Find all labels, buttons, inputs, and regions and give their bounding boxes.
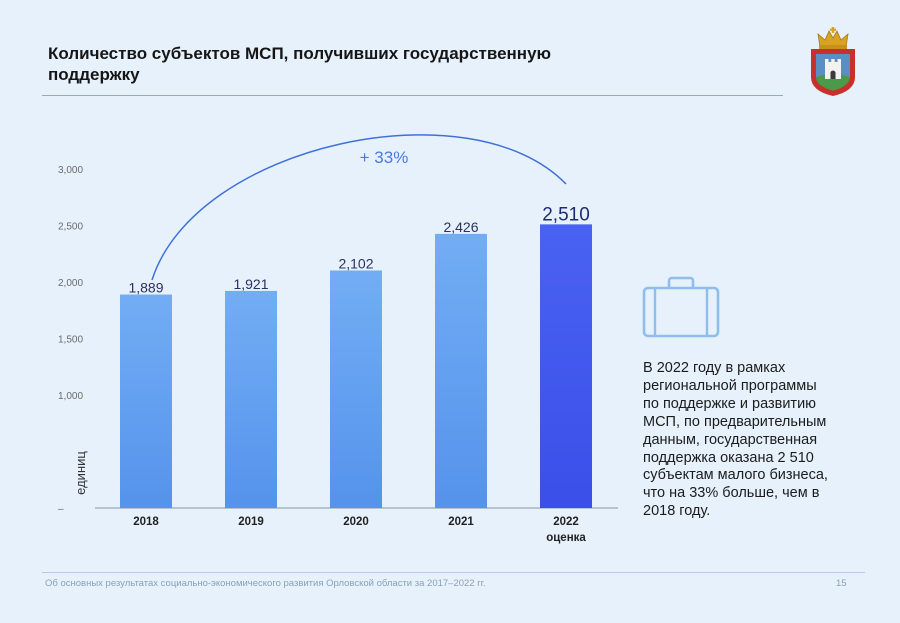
y-tick-label: – [58,504,64,515]
briefcase-icon [642,276,720,338]
page-title-line-2: поддержку [48,65,140,84]
data-label-2022: 2,510 [542,204,590,225]
info-paragraph: В 2022 году в рамках региональной програ… [643,360,828,521]
title-divider [42,95,783,96]
bar-2018 [120,294,172,508]
data-label-2019: 1,921 [233,276,268,292]
bar-2019 [225,290,277,508]
x-tick-label: 2021 [448,516,474,528]
footer-divider [42,572,865,573]
data-label-2021: 2,426 [443,219,478,235]
emblem-fortress [825,59,841,79]
footer-caption: Об основных результатах социально-эконом… [45,578,486,589]
page-title-line-1: Количество субъектов МСП, получивших гос… [48,44,552,63]
info-line: В 2022 году в рамках [643,360,786,376]
y-tick-label: 1,000 [58,391,83,402]
bar-2022 [540,224,592,508]
info-line: субъектам малого бизнеса, [643,467,828,484]
y-tick-label: 2,000 [58,278,83,289]
data-label-2020: 2,102 [338,255,373,271]
x-tick-label: 2020 [343,516,369,528]
info-line: данным, государственная [643,431,818,448]
emblem-crown [817,27,849,49]
page-title: Количество субъектов МСП, получивших гос… [48,43,551,85]
x-tick-sublabel: оценка [546,532,586,544]
emblem-ground [816,74,850,91]
bar-2021 [435,233,487,508]
info-line: по поддержке и развитию [643,395,817,412]
info-line: региональной программы [643,377,817,394]
page-number: 15 [836,578,847,589]
bar-2020 [330,270,382,508]
info-line: МСП, по предварительным [643,413,827,430]
x-tick-label: 2019 [238,516,264,528]
info-line: 2018 году. [643,503,711,520]
y-axis-label: единиц [73,451,88,495]
info-line: поддержка оказана 2 510 [643,449,814,466]
growth-arc [151,134,567,281]
growth-annotation: + 33% [360,148,409,167]
info-line: что на 33% больше, чем в [643,485,820,502]
y-tick-label: 2,500 [58,222,83,233]
data-label-2018: 1,889 [128,280,163,296]
x-tick-label: 2018 [133,516,159,528]
x-tick-label: 2022 [553,516,579,528]
y-tick-label: 1,500 [58,335,83,346]
coat-of-arms-icon [811,27,855,96]
y-tick-label: 3,000 [58,165,83,176]
